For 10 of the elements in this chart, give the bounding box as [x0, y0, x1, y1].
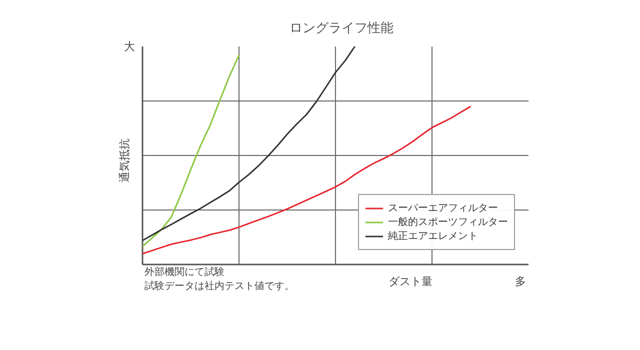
x-axis-title: ダスト量 [388, 275, 432, 288]
chart-title: ロングライフ性能 [290, 21, 394, 36]
text: 多 [515, 275, 526, 288]
legend-label: スーパーエアフィルター [388, 202, 498, 215]
legend-label: 一般的スポーツフィルター [388, 216, 508, 229]
legend-label: 純正エアエレメント [388, 230, 478, 243]
text: 外部機関にて試験 [144, 266, 224, 278]
text: 大 [124, 40, 135, 53]
text: 試験データは社内テスト値です。 [144, 280, 294, 292]
y-axis-title: 通気抵抗 [118, 138, 131, 182]
